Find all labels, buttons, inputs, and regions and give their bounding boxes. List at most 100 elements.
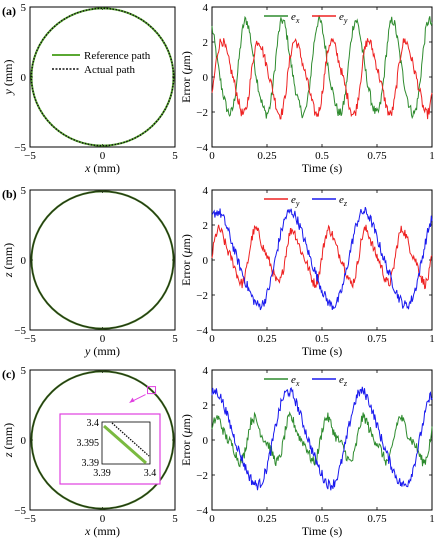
- series-line-ez: [212, 206, 433, 311]
- series-line-ex: [211, 411, 433, 468]
- y-tick-label: −2: [196, 470, 208, 482]
- inset-frame: [101, 421, 151, 465]
- panel-1-error: 0 0.25 0.5 0.75 1 4 2 0 −2 −4 Time (s) Error (μm) ex…: [179, 2, 435, 175]
- y-tick-label: 4: [203, 185, 209, 197]
- inset-y-tick-label: 3.39: [82, 458, 100, 469]
- zoom-arrowhead: [129, 397, 135, 403]
- x-tick-label: 0: [209, 513, 215, 525]
- y-tick-label: 0: [203, 255, 209, 267]
- y-axis-label: z (mm): [1, 423, 15, 458]
- x-axis-label: x (mm): [84, 161, 120, 175]
- x-tick-label: 0.5: [315, 150, 329, 162]
- panel-label: (c): [2, 367, 15, 381]
- x-axis-label: x (mm): [84, 524, 120, 538]
- legend-label: ey: [339, 11, 348, 25]
- x-tick-label: 5: [172, 150, 178, 162]
- panel-3-path: (c) −5 0 5 5 0 −5 x (mm) z (mm) 3.4 3.395 3.393.39 3…: [1, 365, 178, 538]
- y-tick-label: 4: [203, 2, 209, 14]
- x-tick-label: 0: [100, 333, 106, 345]
- y-tick-label: −4: [196, 142, 208, 154]
- x-axis-label: Time (s): [302, 524, 343, 538]
- y-tick-label: −2: [196, 107, 208, 119]
- x-tick-label: 0: [209, 333, 215, 345]
- y-tick-label: 0: [21, 435, 27, 447]
- legend-label: ey: [291, 194, 300, 208]
- y-axis-label: Error (μm): [179, 51, 193, 103]
- y-tick-label: 5: [21, 365, 27, 377]
- inset-y-tick-label: 3.4: [87, 418, 100, 429]
- panel-2-path: (b) −5 0 5 5 0 −5 y (mm) z (mm): [1, 185, 178, 358]
- y-tick-label: 5: [21, 185, 27, 197]
- inset-x-tick-label: 3.4: [144, 468, 157, 479]
- y-tick-label: −4: [196, 505, 208, 517]
- x-axis-label: y (mm): [84, 344, 120, 358]
- y-tick-label: 2: [203, 37, 209, 49]
- inset-actual-line: [111, 422, 150, 457]
- x-tick-label: 1: [429, 513, 435, 525]
- y-tick-label: 0: [21, 72, 27, 84]
- panel-1-path: (a) −5 0 5 5 0 −5 x (mm) y (mm) Reference path Act…: [1, 2, 178, 175]
- y-tick-label: 2: [203, 400, 209, 412]
- y-tick-label: 5: [21, 2, 27, 14]
- x-tick-label: 0.5: [315, 513, 329, 525]
- x-tick-label: −5: [24, 513, 36, 525]
- y-tick-label: −2: [196, 290, 208, 302]
- y-axis-label: z (mm): [1, 243, 15, 278]
- x-tick-label: 5: [172, 513, 178, 525]
- x-tick-label: 0.25: [257, 333, 277, 345]
- actual-path-circle: [30, 7, 175, 147]
- y-axis-label: Error (μm): [179, 414, 193, 466]
- x-axis-label: Time (s): [302, 344, 343, 358]
- x-tick-label: 0.25: [257, 513, 277, 525]
- x-tick-label: 0: [100, 513, 106, 525]
- reference-path-circle: [30, 7, 175, 147]
- y-tick-label: 4: [203, 365, 209, 377]
- panel-label: (b): [2, 187, 17, 201]
- y-tick-label: −5: [14, 505, 26, 517]
- legend-label: Reference path: [84, 50, 151, 62]
- path-circle: [30, 190, 175, 330]
- y-tick-label: 0: [21, 255, 27, 267]
- y-tick-label: −5: [14, 325, 26, 337]
- x-tick-label: 0.5: [315, 333, 329, 345]
- series-line-ex: [211, 15, 433, 120]
- x-tick-label: 0.75: [367, 333, 387, 345]
- legend-label: ex: [291, 11, 300, 25]
- inset-x-tick-label: 3.39: [93, 468, 111, 479]
- panel-label: (a): [2, 4, 16, 18]
- series-line-ey: [211, 224, 433, 290]
- inset-y-tick-label: 3.395: [77, 438, 100, 449]
- legend-label: ez: [339, 194, 348, 208]
- zoom-marker: [147, 386, 157, 395]
- legend-label: ex: [291, 374, 300, 388]
- series-line-ez: [211, 386, 433, 491]
- panel-2-error: 0 0.25 0.5 0.75 1 4 2 0 −2 −4 Time (s) Error (μm) ey…: [179, 185, 435, 358]
- x-axis-label: Time (s): [302, 161, 343, 175]
- y-tick-label: 0: [203, 72, 209, 84]
- y-tick-label: 0: [203, 435, 209, 447]
- y-tick-label: −4: [196, 325, 208, 337]
- x-tick-label: 0: [209, 150, 215, 162]
- series-line-ey: [211, 37, 433, 120]
- x-tick-label: −5: [24, 333, 36, 345]
- panel-3-error: 0 0.25 0.5 0.75 1 4 2 0 −2 −4 Time (s) Error (μm) ex…: [179, 365, 435, 538]
- x-tick-label: 0.75: [367, 150, 387, 162]
- legend-label: Actual path: [84, 64, 136, 76]
- x-tick-label: −5: [24, 150, 36, 162]
- x-tick-label: 1: [429, 150, 435, 162]
- x-tick-label: 1: [429, 333, 435, 345]
- actual-path-circle: [31, 370, 174, 509]
- y-tick-label: −5: [14, 142, 26, 154]
- y-axis-label: y (mm): [1, 60, 15, 96]
- error-axes-frame: [211, 369, 433, 511]
- inset-reference-line: [103, 424, 147, 465]
- y-axis-label: Error (μm): [179, 234, 193, 286]
- x-tick-label: 0.25: [257, 150, 277, 162]
- actual-path-circle: [31, 190, 174, 329]
- y-tick-label: 2: [203, 220, 209, 232]
- x-tick-label: 5: [172, 333, 178, 345]
- legend-label: ez: [339, 374, 348, 388]
- x-tick-label: 0.75: [367, 513, 387, 525]
